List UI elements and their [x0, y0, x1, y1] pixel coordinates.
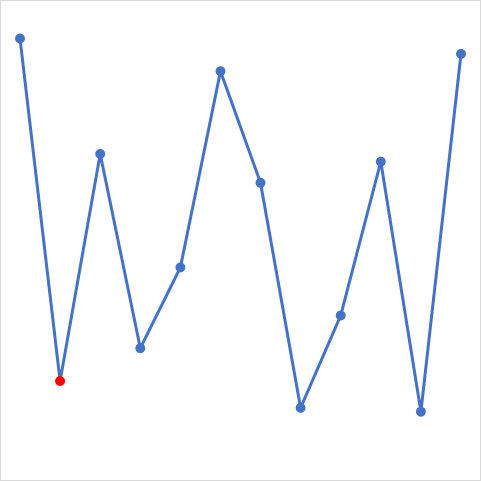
series-line-0 — [18, 38, 463, 414]
data-point[interactable] — [456, 48, 466, 59]
data-point[interactable] — [135, 343, 146, 354]
points-layer — [15, 33, 466, 417]
data-point[interactable] — [175, 262, 186, 273]
data-point[interactable] — [375, 156, 386, 167]
data-point[interactable] — [295, 402, 306, 413]
data-point[interactable] — [335, 310, 346, 321]
series-layer — [18, 38, 463, 414]
highlighted-data-point[interactable] — [55, 376, 66, 386]
data-point[interactable] — [415, 406, 426, 417]
data-point[interactable] — [255, 177, 266, 188]
data-point[interactable] — [215, 66, 226, 77]
data-point[interactable] — [15, 33, 25, 44]
data-point[interactable] — [95, 148, 106, 159]
